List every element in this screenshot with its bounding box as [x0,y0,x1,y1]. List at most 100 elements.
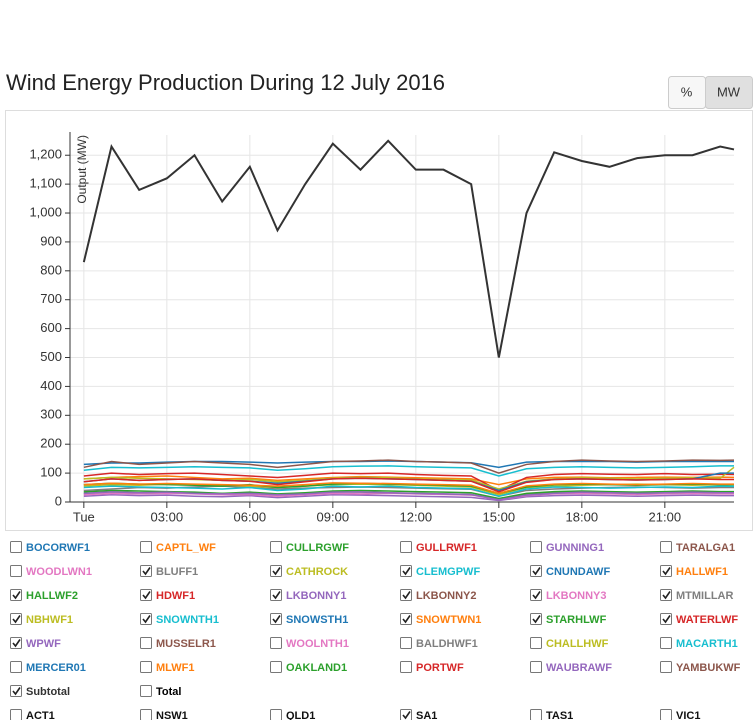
series-checkbox[interactable] [10,589,22,601]
series-label[interactable]: HALLWF1 [676,566,728,578]
series-label[interactable]: TARALGA1 [676,542,735,554]
checkmark [532,567,541,576]
series-checkbox[interactable] [530,541,542,553]
series-checkbox[interactable] [140,661,152,673]
series-label[interactable]: MTMILLAR [676,590,733,602]
series-label[interactable]: Subtotal [26,686,70,698]
series-label[interactable]: SNOWSTH1 [286,614,348,626]
series-label[interactable]: MACARTH1 [676,638,738,650]
series-label[interactable]: PORTWF [416,662,464,674]
series-label[interactable]: MLWF1 [156,662,195,674]
series-label[interactable]: CHALLHWF [546,638,609,650]
series-label[interactable]: GUNNING1 [546,542,604,554]
series-checkbox[interactable] [140,637,152,649]
region-label[interactable]: ACT1 [26,710,55,722]
series-checkbox[interactable] [140,685,152,697]
series-label[interactable]: LKBONNY1 [286,590,347,602]
series-line [83,475,735,486]
series-checkbox[interactable] [270,589,282,601]
series-checkbox[interactable] [270,637,282,649]
region-label[interactable]: QLD1 [286,710,315,722]
series-label[interactable]: SNOWTWN1 [416,614,481,626]
series-checkbox[interactable] [10,685,22,697]
series-checkbox[interactable] [10,565,22,577]
series-label[interactable]: WATERLWF [676,614,738,626]
region-label[interactable]: NSW1 [156,710,188,722]
series-label[interactable]: CULLRGWF [286,542,349,554]
series-line [82,139,735,358]
series-label[interactable]: WPWF [26,638,61,650]
series-label[interactable]: SNOWNTH1 [156,614,219,626]
series-checkbox[interactable] [270,541,282,553]
series-checkbox[interactable] [660,661,672,673]
series-checkbox[interactable] [660,613,672,625]
series-checkbox[interactable] [660,565,672,577]
series-checkbox[interactable] [10,637,22,649]
series-checkbox[interactable] [140,589,152,601]
region-checkbox[interactable] [530,709,542,721]
series-checkbox[interactable] [530,613,542,625]
checkmark [142,567,151,576]
series-checkbox[interactable] [270,565,282,577]
series-label[interactable]: GULLRWF1 [416,542,477,554]
series-label[interactable]: NBHWF1 [26,614,73,626]
series-checkbox[interactable] [400,637,412,649]
series-label[interactable]: MUSSELR1 [156,638,216,650]
series-label[interactable]: OAKLAND1 [286,662,347,674]
series-checkbox[interactable] [530,637,542,649]
unit-button-label[interactable]: MW [717,84,741,99]
series-checkbox[interactable] [660,541,672,553]
region-checkbox[interactable] [270,709,282,721]
y-tick-label: 1,200 [29,147,62,162]
series-checkbox[interactable] [400,613,412,625]
series-label[interactable]: WOODLWN1 [26,566,92,578]
series-line [83,494,734,502]
series-label[interactable]: CLEMGPWF [416,566,480,578]
series-label[interactable]: LKBONNY2 [416,590,477,602]
series-label[interactable]: STARHLWF [546,614,607,626]
series-checkbox[interactable] [10,613,22,625]
series-checkbox[interactable] [400,565,412,577]
region-checkbox[interactable] [140,709,152,721]
series-checkbox[interactable] [530,565,542,577]
series-label[interactable]: BALDHWF1 [416,638,478,650]
series-checkbox[interactable] [400,661,412,673]
series-label[interactable]: BOCORWF1 [26,542,90,554]
series-checkbox[interactable] [660,589,672,601]
series-checkbox[interactable] [10,541,22,553]
region-checkbox[interactable] [660,709,672,721]
series-label[interactable]: CAPTL_WF [156,542,216,554]
series-checkbox[interactable] [140,613,152,625]
series-line [83,465,734,477]
region-label[interactable]: SA1 [416,710,437,722]
series-checkbox[interactable] [10,661,22,673]
x-tick-label: 09:00 [317,509,350,524]
series-label[interactable]: YAMBUKWF [676,662,741,674]
series-checkbox[interactable] [270,661,282,673]
unit-button-label[interactable]: % [681,84,693,99]
series-checkbox[interactable] [400,541,412,553]
series-label[interactable]: BLUFF1 [156,566,198,578]
series-checkbox[interactable] [140,565,152,577]
series-checkbox[interactable] [660,637,672,649]
series-checkbox[interactable] [400,589,412,601]
series-checkbox[interactable] [530,589,542,601]
series-line [83,491,734,501]
series-label[interactable]: CNUNDAWF [546,566,610,578]
series-checkbox[interactable] [140,541,152,553]
series-label[interactable]: HALLWF2 [26,590,78,602]
series-checkbox[interactable] [530,661,542,673]
series-label[interactable]: WAUBRAWF [546,662,612,674]
checkmark [12,591,21,600]
region-label[interactable]: TAS1 [546,710,573,722]
region-label[interactable]: VIC1 [676,710,700,722]
series-label[interactable]: LKBONNY3 [546,590,607,602]
series-label[interactable]: HDWF1 [156,590,195,602]
series-label[interactable]: CATHROCK [286,566,348,578]
series-label[interactable]: Total [156,686,181,698]
series-checkbox[interactable] [270,613,282,625]
series-label[interactable]: MERCER01 [26,662,86,674]
series-label[interactable]: WOOLNTH1 [286,638,349,650]
region-checkbox[interactable] [10,709,22,721]
